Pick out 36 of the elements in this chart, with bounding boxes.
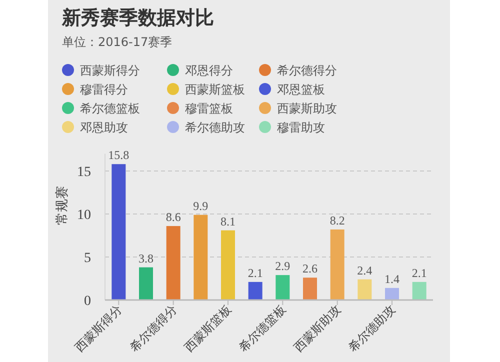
legend-label: 西蒙斯助攻: [277, 102, 337, 116]
legend-label: 穆雷篮板: [185, 102, 233, 116]
data-label: 2.4: [357, 263, 372, 278]
data-label: 15.8: [108, 148, 130, 162]
x-tick-label: 西蒙斯篮板: [182, 302, 234, 355]
legend-label: 邓恩篮板: [277, 82, 325, 96]
y-axis-title: 常规赛: [54, 186, 70, 225]
data-label: 8.1: [220, 214, 236, 228]
data-label: 8.2: [330, 213, 345, 228]
x-tick-label: 希尔德得分: [127, 302, 180, 355]
legend-label: 西蒙斯篮板: [185, 82, 245, 96]
data-label: 9.9: [193, 198, 208, 213]
data-label: 2.1: [412, 266, 427, 280]
chart-title: 新秀赛季数据对比: [61, 7, 214, 29]
x-tick-label: 希尔德助攻: [346, 302, 398, 355]
data-label: 2.1: [248, 266, 263, 280]
data-label: 3.8: [138, 251, 154, 266]
legend-label: 穆雷得分: [80, 82, 128, 96]
y-tick-label: 15: [77, 165, 91, 180]
x-tick-label: 希尔德篮板: [236, 302, 289, 355]
y-tick-label: 0: [84, 294, 91, 309]
legend-label: 希尔德助攻: [185, 120, 245, 134]
legend-label: 希尔德得分: [277, 64, 337, 78]
legend-label: 西蒙斯得分: [80, 64, 140, 78]
y-tick-label: 10: [77, 208, 91, 223]
data-label: 8.6: [166, 210, 181, 224]
data-label: 2.9: [275, 259, 290, 274]
legend-label: 希尔德篮板: [80, 102, 140, 116]
legend-label: 穆雷助攻: [277, 120, 325, 134]
x-tick-label: 西蒙斯助攻: [291, 302, 344, 355]
data-label: 2.6: [302, 262, 318, 276]
y-tick-label: 5: [84, 251, 91, 266]
legend-label: 邓恩得分: [185, 64, 233, 78]
legend-label: 邓恩助攻: [80, 120, 128, 134]
data-label: 1.4: [384, 272, 400, 286]
chart-subtitle: 单位：2016-17赛季: [62, 35, 172, 49]
